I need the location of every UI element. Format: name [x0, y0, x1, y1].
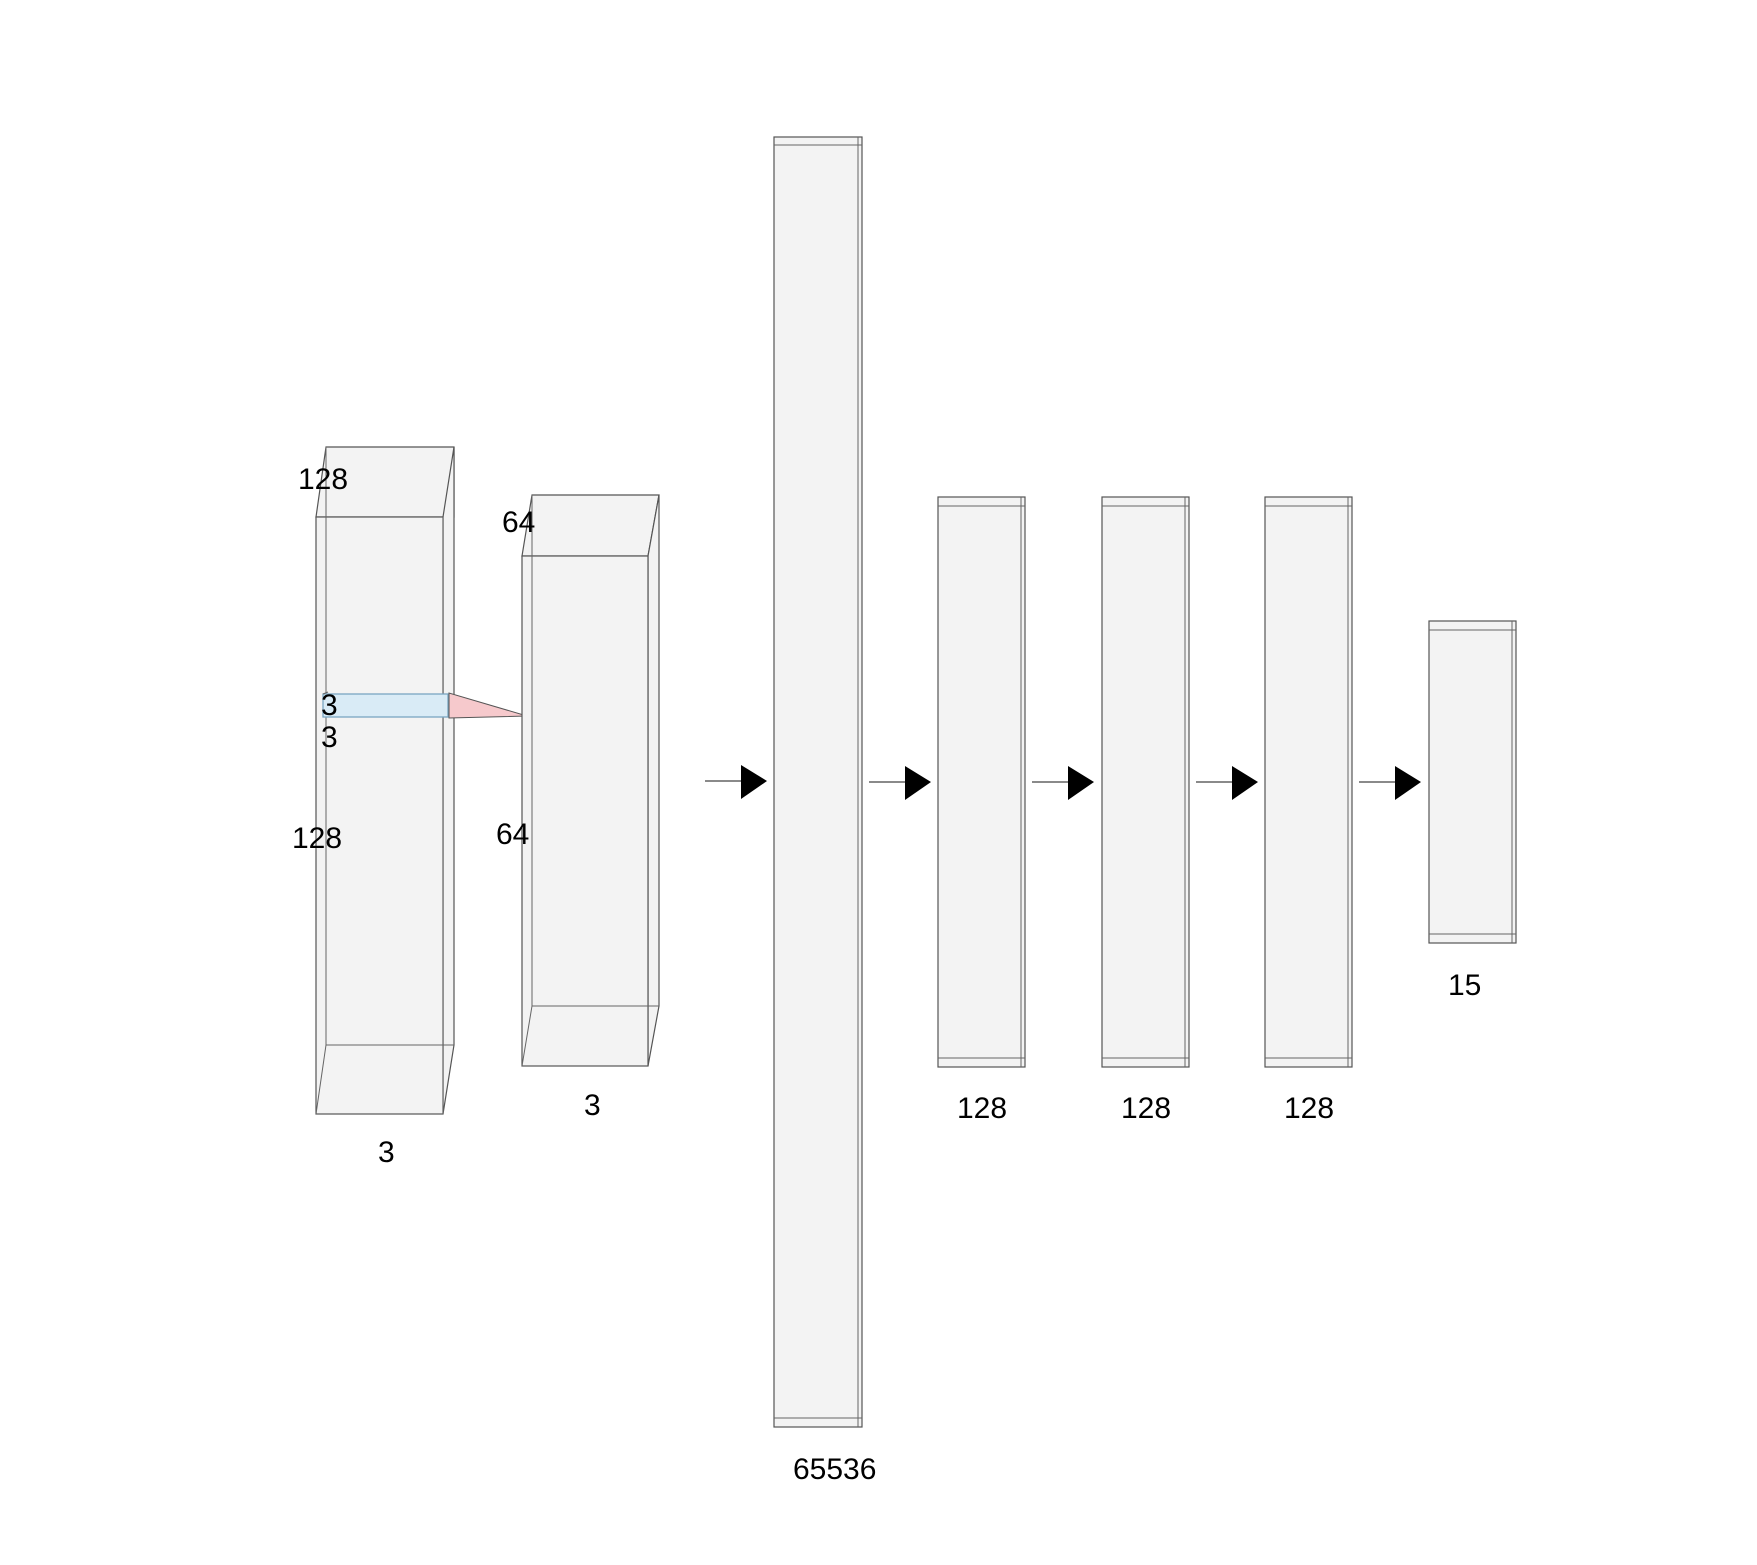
dense1-size-label: 128 [957, 1092, 1007, 1125]
kernel-highlight [322, 691, 449, 718]
dense-layer-1-box [937, 496, 1026, 1068]
dense-layer-2-box [1101, 496, 1190, 1068]
conv-height-label: 64 [496, 818, 529, 851]
dense3-size-label: 128 [1284, 1092, 1334, 1125]
output-size-label: 15 [1448, 969, 1481, 1002]
arrow-dense2-to-dense3 [1196, 766, 1258, 800]
conv-depth-label: 3 [584, 1089, 601, 1122]
input-height-label: 128 [292, 822, 342, 855]
arrow-conv-to-flatten [705, 765, 767, 799]
output-layer-box [1428, 620, 1517, 944]
kernel-width-label: 3 [321, 689, 338, 722]
flatten-layer-box [773, 136, 863, 1428]
arrow-dense3-to-output [1359, 766, 1421, 800]
input-layer-box [315, 446, 455, 1115]
conv-layer-box [521, 494, 660, 1067]
input-depth-label: 3 [378, 1136, 395, 1169]
dense-layer-3-box [1264, 496, 1353, 1068]
arrow-dense1-to-dense2 [1032, 766, 1094, 800]
arrow-flatten-to-dense1 [869, 766, 931, 800]
flatten-size-label: 65536 [793, 1453, 876, 1486]
input-width-label: 128 [298, 463, 348, 496]
kernel-projection [448, 692, 528, 719]
conv-width-label: 64 [502, 506, 535, 539]
dense2-size-label: 128 [1121, 1092, 1171, 1125]
kernel-height-label: 3 [321, 721, 338, 754]
